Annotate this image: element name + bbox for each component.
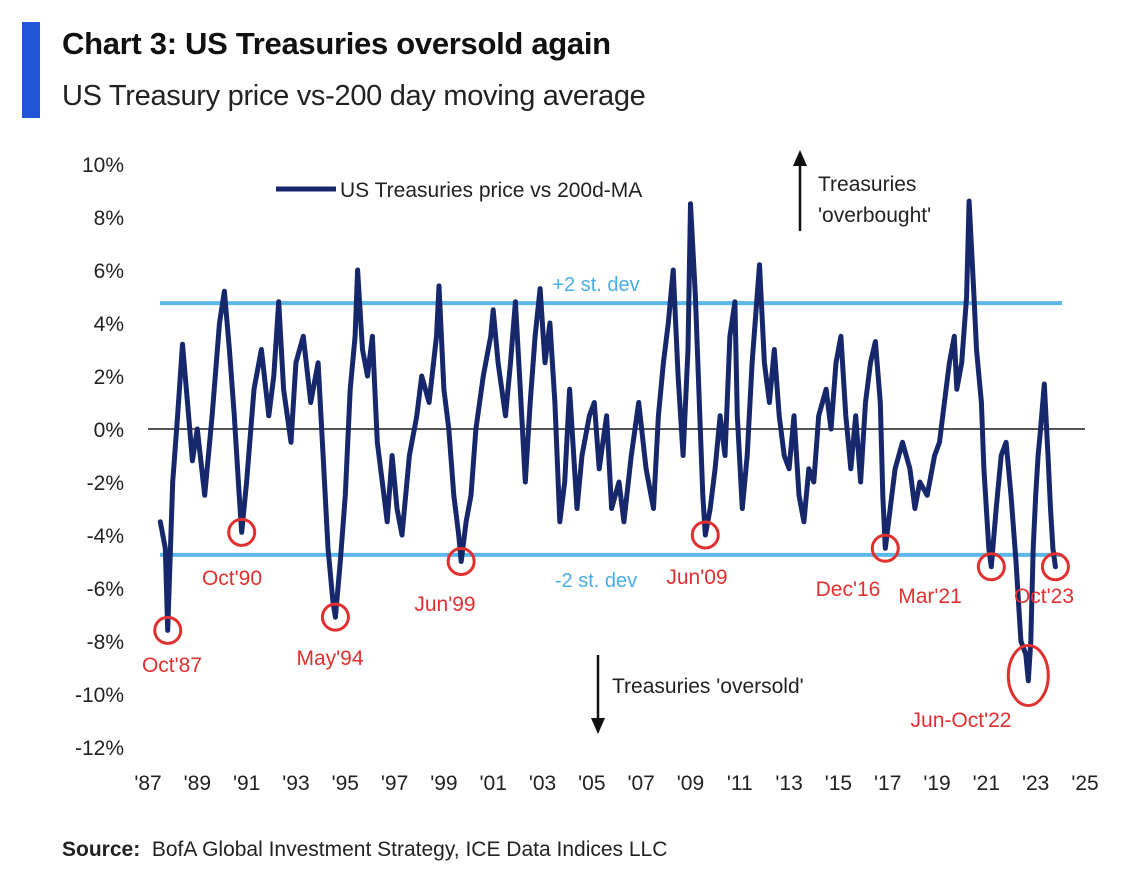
x-tick-label: '05 [578,772,605,795]
trough-label: Jun'99 [414,593,475,616]
x-tick-label: '21 [973,772,1000,795]
trough-label: Oct'90 [202,567,262,590]
trough-label: Jun-Oct'22 [911,709,1012,732]
plus-2-stdev-label: +2 st. dev [552,274,639,296]
x-tick-label: '17 [874,772,901,795]
reference-lines: +2 st. dev -2 st. dev [148,274,1085,592]
x-tick-label: '01 [480,772,507,795]
source-text: BofA Global Investment Strategy, ICE Dat… [151,838,668,861]
oversold-label: Treasuries 'oversold' [612,675,804,698]
trough-circle [227,517,257,547]
y-tick-label: 6% [94,260,124,283]
y-tick-label: 0% [94,419,124,442]
trough-circle [1040,552,1070,582]
x-tick-label: '95 [332,772,359,795]
y-tick-label: 4% [94,313,124,336]
series-layer [157,198,1058,684]
trough-label: May'94 [296,647,363,670]
legend-label: US Treasuries price vs 200d-MA [340,179,642,202]
y-tick-label: 8% [94,207,124,230]
y-tick-label: -6% [87,578,124,601]
x-tick-label: '25 [1071,772,1098,795]
trough-label: Oct'87 [142,654,202,677]
trough-circle [870,533,900,563]
x-tick-label: '91 [233,772,260,795]
trough-label: Oct'23 [1014,585,1074,608]
trough-circle [1006,644,1050,707]
x-tick-label: '11 [727,772,753,795]
oversold-arrow-head [591,718,605,734]
y-tick-label: -12% [75,737,124,760]
chart-title: Chart 3: US Treasuries oversold again [62,26,611,61]
y-tick-label: -10% [75,684,124,707]
x-tick-label: '19 [923,772,950,795]
x-tick-label: '87 [134,772,161,795]
x-tick-label: '93 [282,772,309,795]
minus-2-stdev-label: -2 st. dev [555,570,637,592]
source-label: Source: [62,838,141,861]
trough-circle [320,602,350,632]
trough-circle [690,520,720,550]
annotations: Oct'87 Oct'90 May'94 Jun'99 Jun'09 Dec'16 Mar'… [142,150,1074,734]
chart-subtitle: US Treasury price vs-200 day moving aver… [62,80,646,112]
trough-circle [446,547,476,576]
x-tick-label: '09 [677,772,704,795]
source-note: Source: BofA Global Investment Strategy,… [62,838,667,862]
trough-label: Jun'09 [666,566,727,589]
x-tick-label: '99 [430,772,457,795]
legend: US Treasuries price vs 200d-MA [276,179,642,202]
trough-label: Dec'16 [816,578,881,601]
x-tick-label: '97 [381,772,408,795]
y-axis: 10% 8% 6% 4% 2% 0% -2% -4% -6% -8% -10% -12% [75,154,124,760]
x-tick-label: '23 [1022,772,1049,795]
x-tick-label: '15 [825,772,852,795]
y-tick-label: -8% [87,631,124,654]
overbought-label-line2: 'overbought' [818,204,931,227]
y-tick-label: -2% [87,472,124,495]
y-tick-label: 10% [82,154,124,177]
overbought-label-line1: Treasuries [818,173,916,196]
y-tick-label: 2% [94,366,124,389]
x-tick-label: '13 [775,772,802,795]
x-tick-label: '07 [627,772,654,795]
x-tick-label: '03 [529,772,556,795]
x-tick-label: '89 [184,772,211,795]
title-accent-bar [22,22,40,118]
overbought-arrow-head [793,150,807,166]
series-line [157,198,1058,684]
trough-circle [153,615,183,645]
trough-circle [976,552,1006,582]
trough-label: Mar'21 [898,585,962,608]
y-tick-label: -4% [87,525,124,548]
x-axis: '87 '89 '91 '93 '95 '97 '99 '01 '03 '05 '07 '09 '11 '… [134,772,1098,795]
